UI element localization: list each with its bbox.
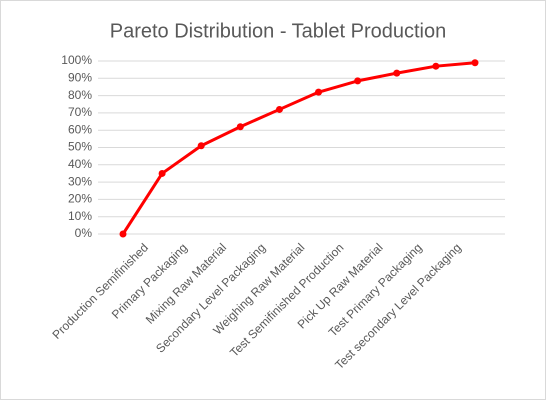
y-tick-label: 70% [68,105,92,119]
y-tick-label: 100% [61,53,92,67]
point [197,142,205,150]
y-tick-label: 90% [68,70,92,84]
point [119,230,127,238]
point [158,169,166,177]
y-tick-label: 50% [68,140,92,154]
point [354,77,362,85]
chart-title: Pareto Distribution - Tablet Production [110,20,446,42]
y-tick-label: 30% [68,174,92,188]
line [121,61,476,235]
point [315,88,323,96]
y-tick-label: 20% [68,192,92,206]
y-tick-label: 60% [68,122,92,136]
point [236,123,244,131]
point [275,105,283,113]
y-tick-label: 0% [75,226,93,240]
point [393,69,401,77]
point [432,62,440,70]
point [471,59,479,67]
y-tick-label: 40% [68,157,92,171]
y-tick-label: 80% [68,88,92,102]
y-tick-label: 10% [68,209,92,223]
